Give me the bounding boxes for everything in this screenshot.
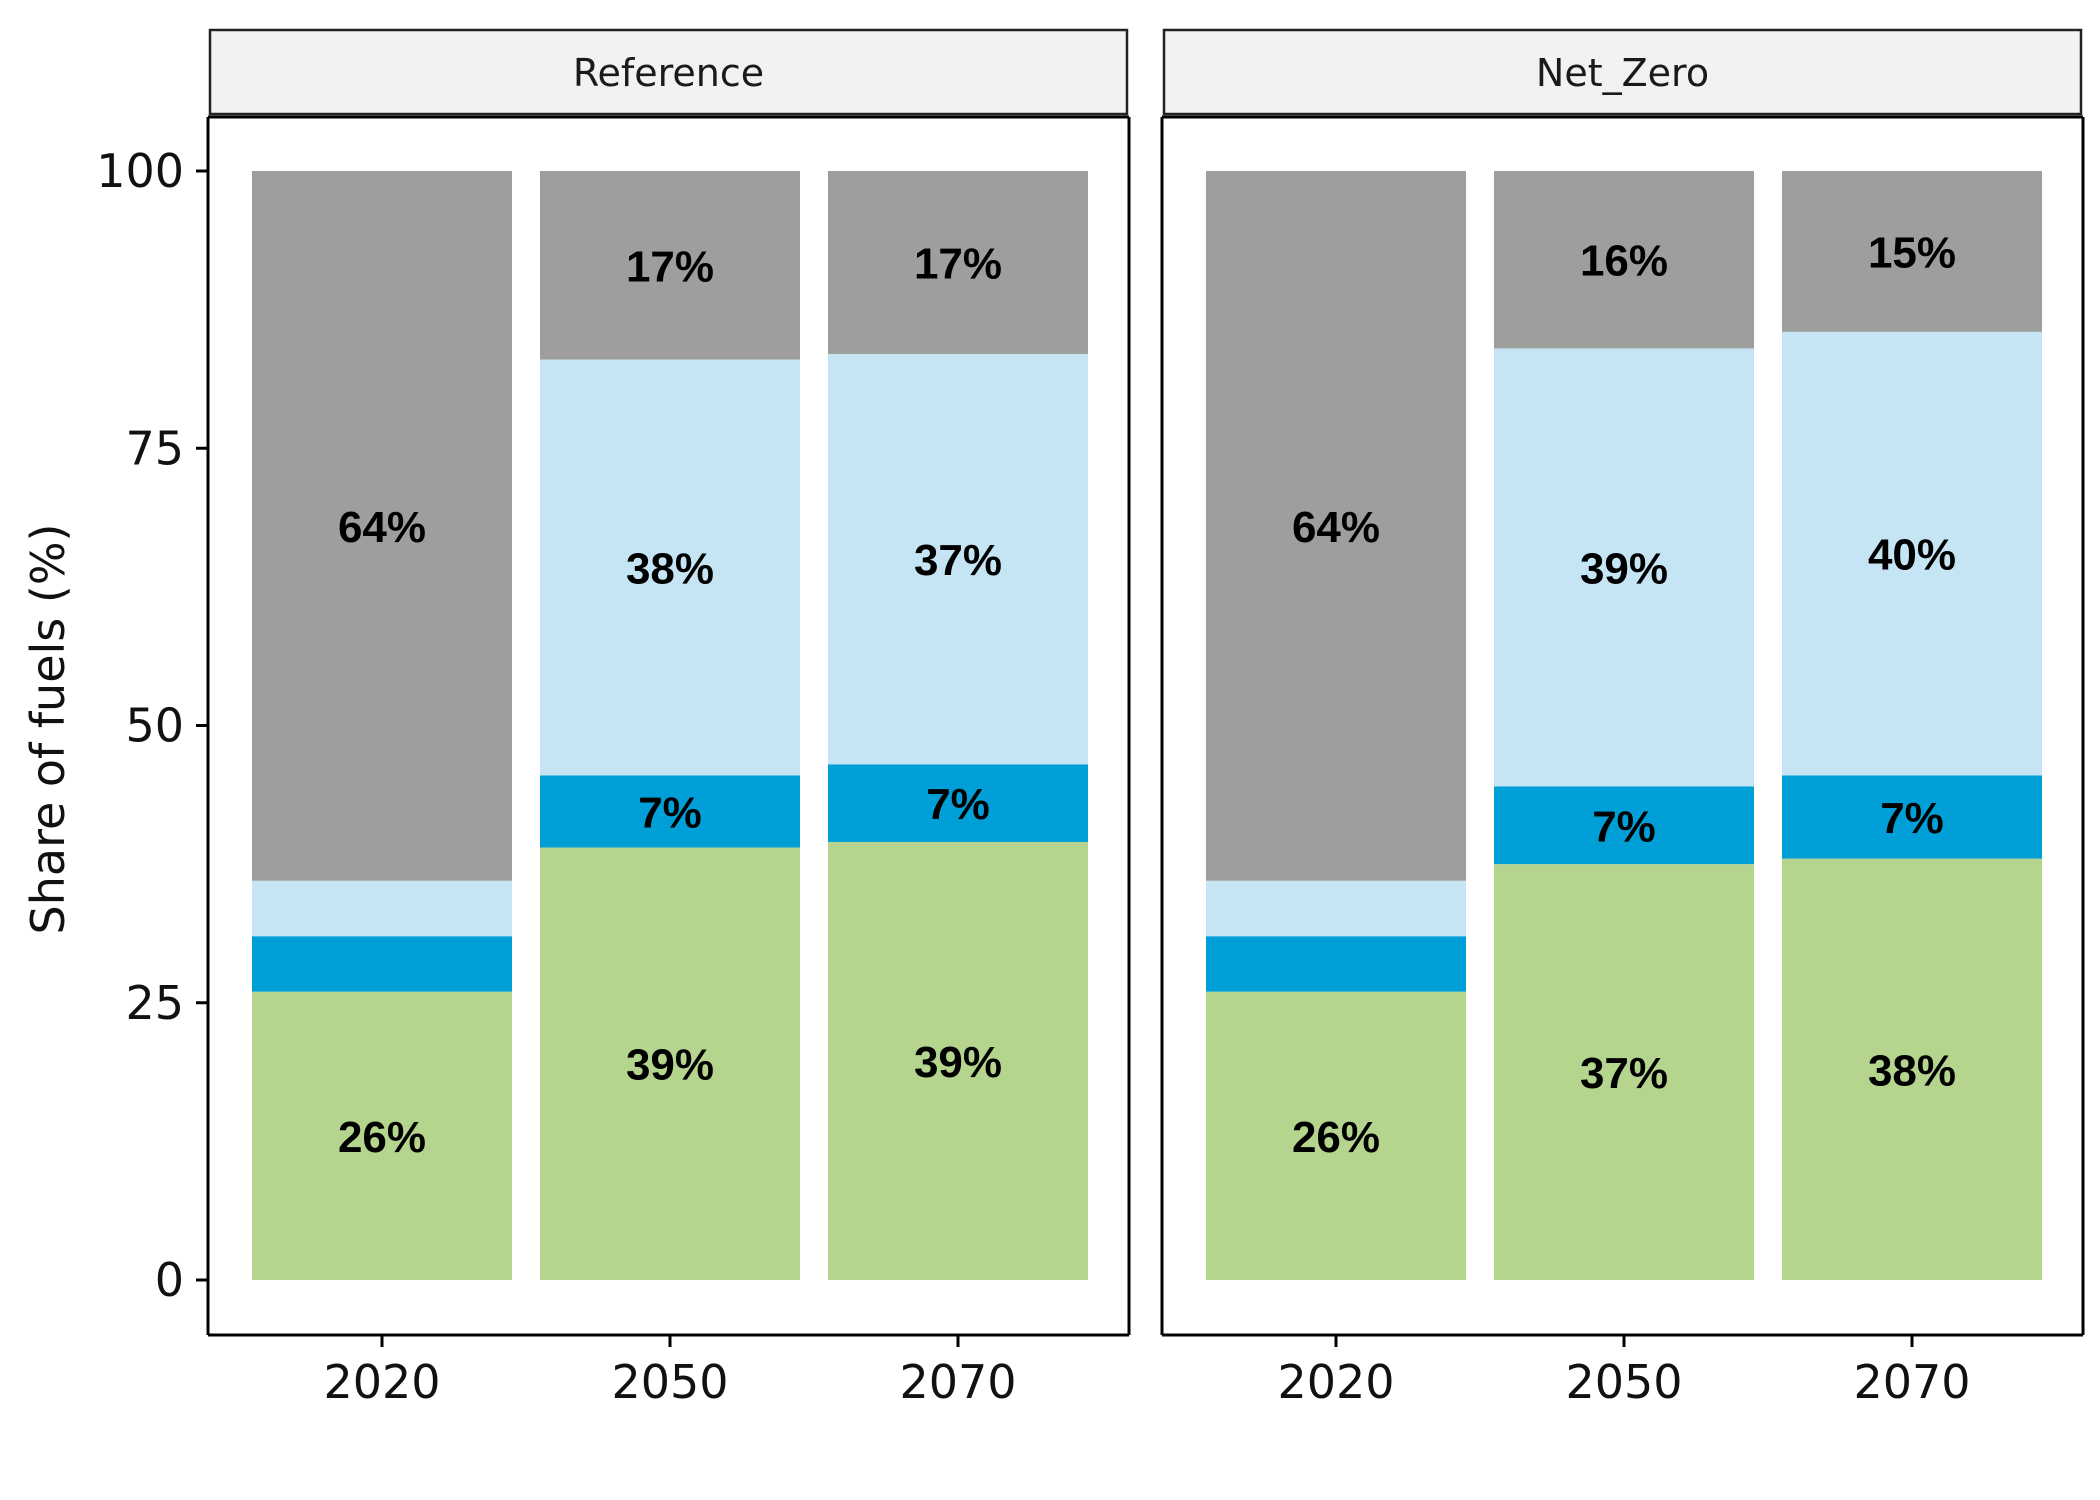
bar-segment — [540, 847, 800, 1280]
y-tick-label: 0 — [155, 1253, 184, 1307]
x-tick-label: 2050 — [611, 1355, 728, 1409]
segment-label: 17% — [914, 239, 1002, 288]
bar-segment — [540, 171, 800, 360]
facet-strip-label: Net_Zero — [1536, 51, 1709, 95]
bar-segment — [252, 936, 512, 992]
bar-2070: 39% 7% 37% 17% — [828, 171, 1088, 1280]
y-axis-title: Share of fuels (%) — [21, 524, 75, 935]
x-tick-label: 2070 — [899, 1355, 1016, 1409]
bar-segment — [1494, 864, 1754, 1280]
bar-2050: 39% 7% 38% 17% — [540, 171, 800, 1280]
segment-label: 64% — [1292, 503, 1380, 552]
bar-segment — [1782, 775, 2042, 859]
facet-strip — [208, 28, 1129, 116]
x-tick-label: 2050 — [1565, 1355, 1682, 1409]
segment-label: 39% — [626, 1041, 714, 1090]
facet-strip — [1162, 28, 2083, 116]
bar-segment — [252, 171, 512, 881]
bar-segment — [540, 359, 800, 776]
bar-segment — [252, 991, 512, 1280]
y-tick-label: 75 — [125, 421, 184, 475]
bar-2020: 26% 64% — [1206, 171, 1466, 1280]
panel-net-zero: Net_Zero 26% 64% 2020 37% 7% 39% 16% 2050 38% 7% 40… — [1160, 28, 2085, 1409]
x-tick-label: 2020 — [1277, 1355, 1394, 1409]
segment-label: 7% — [926, 780, 990, 829]
segment-label: 15% — [1868, 228, 1956, 277]
segment-label: 37% — [914, 536, 1002, 585]
bar-segment — [1206, 880, 1466, 937]
segment-label: 37% — [1580, 1049, 1668, 1098]
segment-label: 7% — [1592, 802, 1656, 851]
segment-label: 39% — [914, 1038, 1002, 1087]
segment-label: 64% — [338, 503, 426, 552]
x-tick-label: 2070 — [1853, 1355, 1970, 1409]
bar-2020: 26% 64% — [252, 171, 512, 1280]
bar-segment — [1206, 171, 1466, 881]
y-tick-label: 50 — [125, 699, 184, 753]
facet-strip-label: Reference — [573, 51, 764, 95]
bar-segment — [1206, 936, 1466, 992]
bar-segment — [1494, 348, 1754, 787]
bar-segment — [540, 775, 800, 848]
bar-segment — [1494, 786, 1754, 865]
bar-segment — [828, 171, 1088, 354]
segment-label: 39% — [1580, 544, 1668, 593]
bar-segment — [1494, 171, 1754, 349]
bar-2050: 37% 7% 39% 16% — [1494, 171, 1754, 1280]
bar-2070: 38% 7% 40% 15% — [1782, 171, 2042, 1280]
bar-segment — [828, 353, 1088, 765]
bar-segment — [828, 764, 1088, 842]
bar-segment — [1782, 858, 2042, 1280]
bar-segment — [252, 880, 512, 937]
segment-label: 26% — [338, 1113, 426, 1162]
segment-label: 38% — [1868, 1046, 1956, 1095]
segment-label: 7% — [1880, 794, 1944, 843]
x-tick-label: 2020 — [323, 1355, 440, 1409]
bar-segment — [1782, 171, 2042, 332]
segment-label: 26% — [1292, 1113, 1380, 1162]
segment-label: 16% — [1580, 237, 1668, 286]
segment-label: 7% — [638, 788, 702, 837]
y-tick-label: 100 — [96, 144, 184, 198]
bar-segment — [1782, 331, 2042, 776]
segment-label: 17% — [626, 242, 714, 291]
bar-segment — [828, 841, 1088, 1280]
y-tick-label: 25 — [125, 976, 184, 1030]
panel-reference: Reference26%64%202039%7%38%17%205039%7%3… — [208, 28, 1131, 1409]
bar-segment — [1206, 991, 1466, 1280]
segment-label: 40% — [1868, 531, 1956, 580]
segment-label: 38% — [626, 544, 714, 593]
